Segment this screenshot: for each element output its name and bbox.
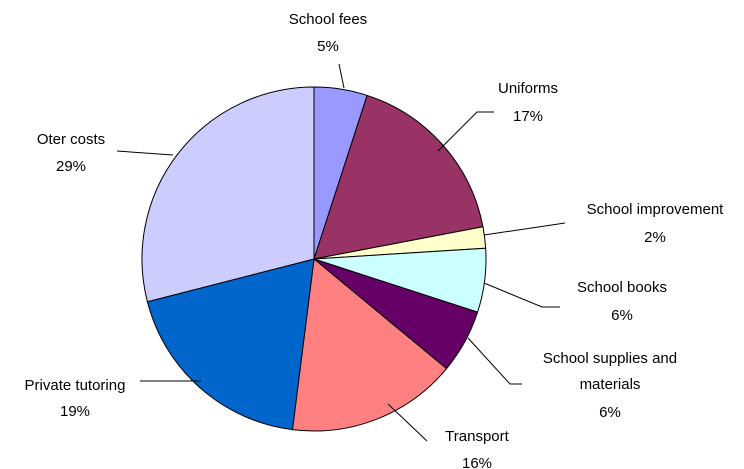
slice-value-school-books: 6% bbox=[611, 307, 633, 324]
leader-line-school-improvement bbox=[483, 222, 566, 236]
slice-value-oter-costs: 29% bbox=[56, 158, 86, 175]
pie-slice-uniforms bbox=[313, 94, 484, 260]
slice-value-school-improvement: 2% bbox=[644, 229, 666, 246]
leader-line-school-supplies-and-materials bbox=[467, 337, 522, 385]
leader-line-oter-costs bbox=[116, 150, 174, 156]
slice-label-school-books: School books bbox=[577, 279, 667, 296]
labels-layer: School fees 5% Uniforms 17% School improveme… bbox=[25, 11, 725, 469]
slice-label-transport: Transport bbox=[445, 428, 509, 445]
slice-label-private-tutoring: Private tutoring bbox=[25, 377, 126, 394]
pie-slice-oter-costs bbox=[141, 86, 315, 303]
slice-value-school-fees: 5% bbox=[317, 38, 339, 55]
pie-slice-private-tutoring bbox=[146, 258, 315, 431]
leader-line-uniforms bbox=[437, 111, 494, 152]
slice-value-transport: 16% bbox=[462, 455, 492, 469]
slice-value-uniforms: 17% bbox=[513, 108, 543, 125]
slice-label-school-supplies-and-materials: School supplies and materials bbox=[543, 350, 677, 393]
slices-layer bbox=[141, 86, 487, 432]
slice-label-oter-costs: Oter costs bbox=[37, 131, 105, 148]
slice-value-school-supplies-and-materials: 6% bbox=[599, 404, 621, 421]
slice-label-uniforms: Uniforms bbox=[498, 80, 558, 97]
leader-line-transport bbox=[387, 403, 428, 442]
slice-label-school-improvement: School improvement bbox=[587, 201, 725, 218]
leader-line-school-books bbox=[483, 282, 560, 308]
leader-line-school-fees bbox=[338, 63, 345, 89]
pie-slice-transport bbox=[291, 258, 448, 432]
leader-lines-layer bbox=[116, 63, 566, 442]
slice-label-school-fees: School fees bbox=[289, 11, 367, 28]
slice-value-private-tutoring: 19% bbox=[60, 403, 90, 420]
